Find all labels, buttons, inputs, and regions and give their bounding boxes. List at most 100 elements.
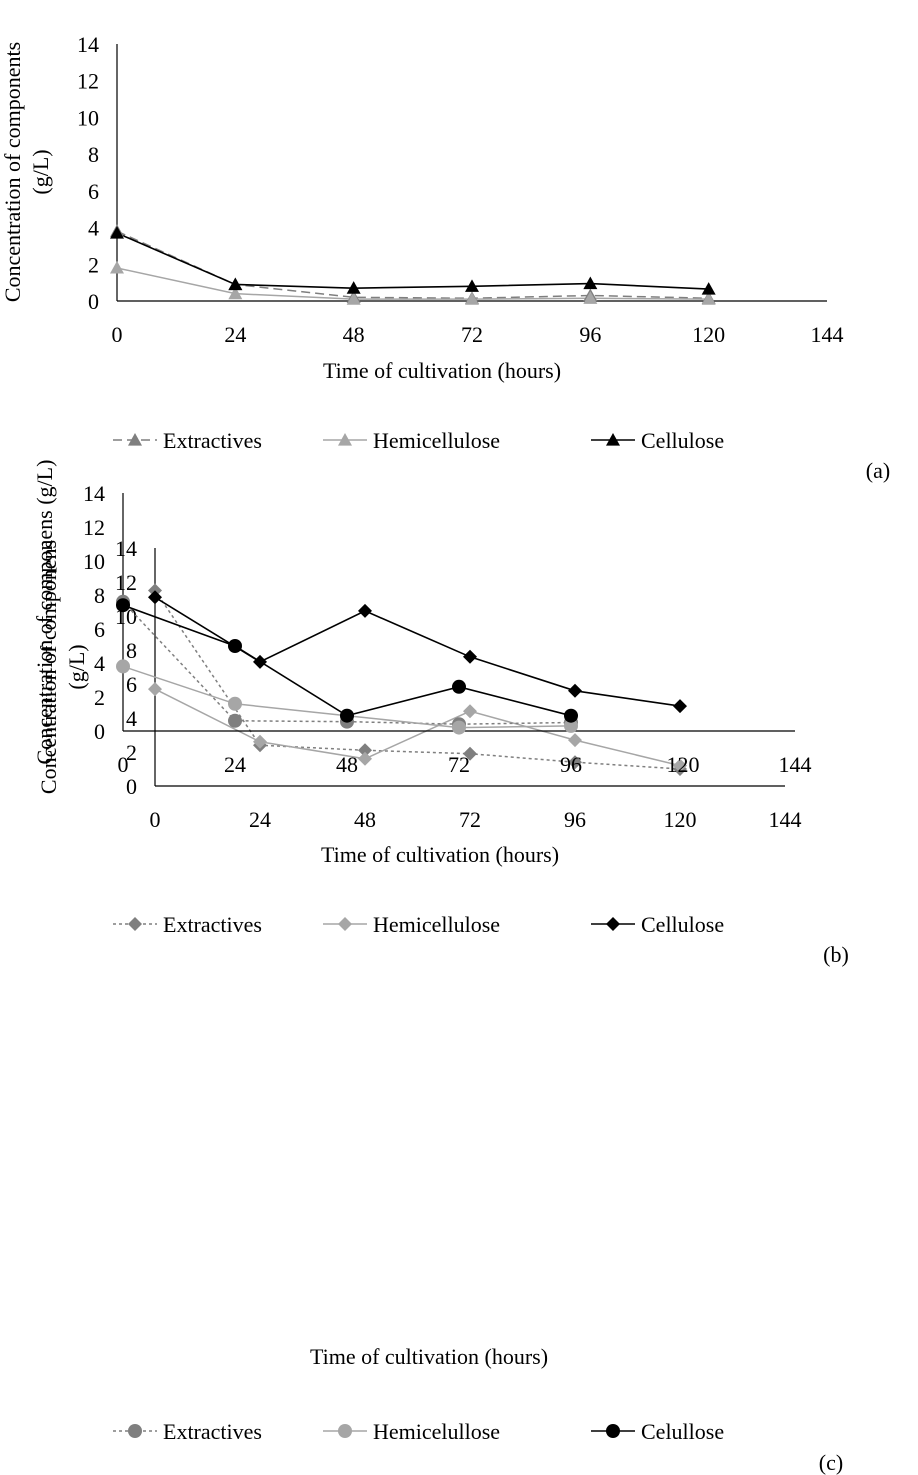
- legend-label: Cellulose: [641, 428, 724, 453]
- y-tick-label: 2: [88, 252, 99, 277]
- y-tick-label: 6: [88, 179, 99, 204]
- data-point-cellulose: [583, 276, 598, 290]
- x-tick-label: 0: [118, 752, 129, 777]
- legend-label: Hemicelullose: [373, 1419, 500, 1444]
- y-tick-label: 0: [94, 719, 105, 744]
- data-point-extractives: [228, 713, 242, 728]
- data-point-hemicellulose: [148, 682, 162, 697]
- data-point-hemicellulose: [568, 733, 582, 748]
- y-tick-label: 14: [115, 536, 137, 561]
- data-point-extractives: [463, 746, 477, 761]
- x-axis-title: Time of cultivation (hours): [321, 842, 559, 867]
- data-point-hemicellulose: [110, 260, 124, 274]
- data-point-celullose: [116, 598, 130, 613]
- x-tick-label: 120: [667, 752, 700, 777]
- x-tick-label: 144: [769, 807, 802, 832]
- legend-label: Hemicellulose: [373, 912, 500, 937]
- y-tick-label: 8: [94, 583, 105, 608]
- y-tick-label: 4: [126, 706, 137, 731]
- panel-label: (c): [819, 1450, 843, 1475]
- series-line-celullose: [122, 604, 572, 717]
- y-tick-label: 12: [77, 69, 99, 94]
- y-tick-label: 6: [94, 617, 105, 642]
- legend-marker-hemicelullose: [338, 1424, 352, 1438]
- y-axis-title: (g/L): [28, 149, 53, 194]
- x-tick-label: 144: [811, 322, 844, 347]
- y-tick-label: 4: [88, 216, 99, 241]
- x-tick-label: 144: [779, 752, 812, 777]
- data-point-hemicelullose: [452, 720, 466, 735]
- data-point-hemicelullose: [228, 696, 242, 711]
- legend-label: Hemicellulose: [373, 428, 500, 453]
- series-line-extractives: [154, 590, 681, 770]
- x-tick-label: 0: [112, 322, 123, 347]
- data-point-cellulose: [463, 649, 477, 664]
- data-point-hemicellulose: [346, 292, 361, 305]
- data-point-celullose: [564, 708, 578, 723]
- data-point-cellulose: [110, 226, 124, 239]
- legend-label: Cellulose: [641, 912, 724, 937]
- y-tick-label: 12: [83, 515, 105, 540]
- y-axis-title: Concentration of components: [0, 42, 25, 302]
- legend-label: Celullose: [641, 1419, 724, 1444]
- x-tick-label: 48: [336, 752, 358, 777]
- panel-label: (b): [823, 942, 849, 967]
- legend-label: Extractives: [163, 912, 262, 937]
- data-point-cellulose: [465, 279, 479, 292]
- y-tick-label: 12: [115, 570, 137, 595]
- data-point-hemicelullose: [564, 718, 578, 733]
- panel-label: (a): [866, 458, 890, 483]
- x-tick-label: 96: [560, 752, 582, 777]
- legend-marker-hemicellulose: [338, 917, 352, 931]
- data-point-celullose: [228, 639, 242, 653]
- data-point-hemicellulose: [358, 751, 372, 766]
- y-tick-label: 10: [77, 105, 99, 130]
- data-point-cellulose: [358, 603, 372, 618]
- data-point-cellulose: [673, 699, 687, 714]
- x-tick-label: 96: [579, 322, 601, 347]
- y-axis-title: Concentration of componens (g/L): [32, 460, 57, 765]
- data-point-celullose: [340, 708, 354, 723]
- x-tick-label: 48: [343, 322, 365, 347]
- series-line-cellulose: [116, 232, 709, 290]
- x-tick-label: 0: [150, 807, 161, 832]
- legend-marker-celullose: [606, 1424, 620, 1438]
- series-line-hemicellulose: [116, 267, 709, 300]
- y-tick-label: 8: [126, 638, 137, 663]
- legend-label: Extractives: [163, 1419, 262, 1444]
- data-point-celullose: [452, 679, 466, 694]
- data-point-cellulose: [148, 590, 162, 605]
- data-point-extractives: [358, 743, 372, 758]
- y-tick-label: 0: [88, 289, 99, 314]
- y-tick-label: 14: [83, 481, 105, 506]
- x-axis-title: Time of cultivation (hours): [310, 1344, 548, 1369]
- x-axis-title: Time of cultivation (hours): [323, 358, 561, 383]
- data-point-hemicellulose: [463, 704, 477, 719]
- series-line-extractives: [122, 601, 572, 725]
- x-tick-label: 96: [564, 807, 586, 832]
- data-point-hemicellulose: [701, 292, 716, 305]
- x-tick-label: 72: [461, 322, 483, 347]
- series-line-hemicellulose: [154, 688, 681, 767]
- legend-marker-extractives: [128, 433, 142, 446]
- series-line-extractives: [116, 230, 709, 299]
- data-point-hemicellulose: [673, 758, 687, 773]
- data-point-cellulose: [346, 281, 361, 294]
- y-tick-label: 0: [126, 774, 137, 799]
- x-tick-label: 120: [692, 322, 725, 347]
- x-tick-label: 24: [224, 322, 246, 347]
- x-tick-label: 72: [448, 752, 470, 777]
- x-tick-label: 120: [664, 807, 697, 832]
- y-tick-label: 2: [94, 685, 105, 710]
- y-tick-label: 4: [94, 651, 105, 676]
- data-point-cellulose: [701, 282, 716, 295]
- legend-marker-extractives: [128, 1424, 142, 1438]
- y-tick-label: 14: [77, 32, 99, 57]
- y-tick-label: 6: [126, 672, 137, 697]
- data-point-hemicellulose: [583, 291, 598, 304]
- y-axis-title: (g/L): [64, 644, 89, 689]
